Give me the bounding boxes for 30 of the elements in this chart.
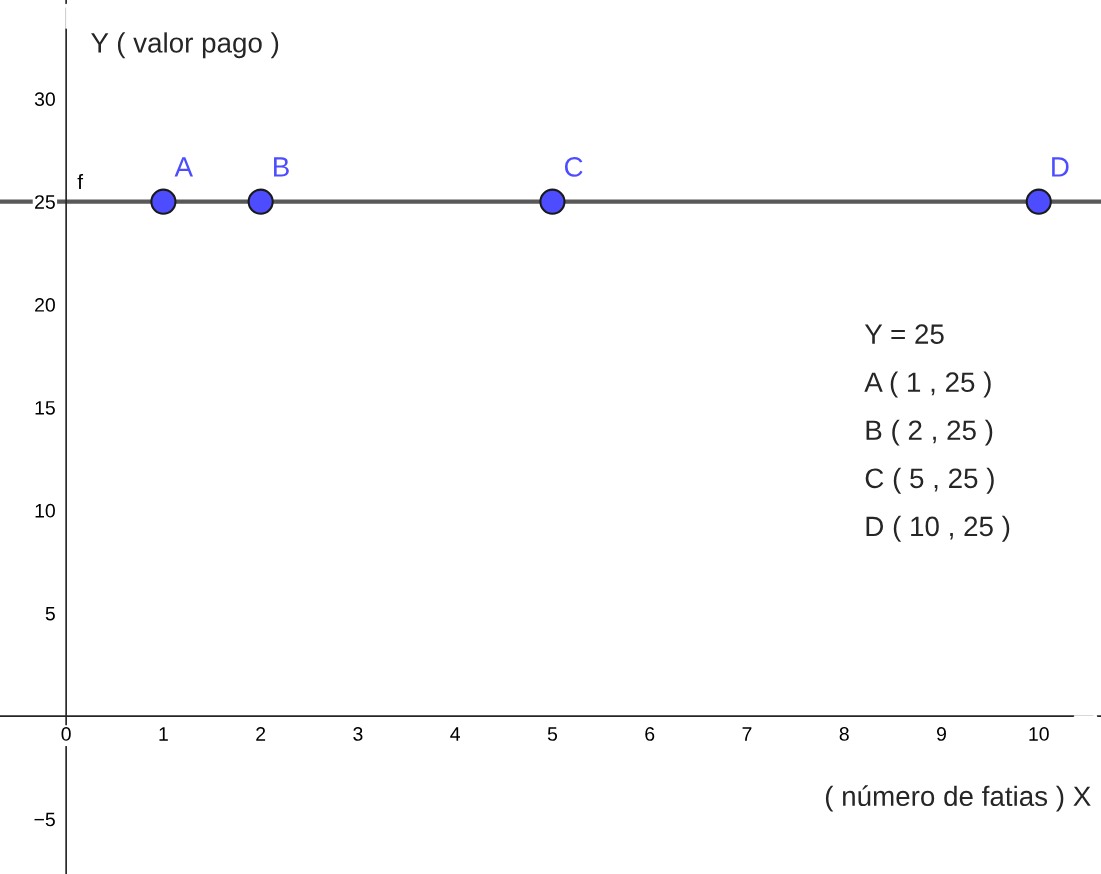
x-tick-label: 6	[645, 727, 655, 741]
annotation: D	[1052, 157, 1069, 177]
y-tick-label: 15	[35, 401, 55, 415]
x-tick-label: 7	[742, 727, 752, 741]
x-tick-label: 3	[353, 727, 363, 741]
annotation: C	[564, 157, 583, 177]
x-tick-label: 8	[839, 727, 849, 741]
y-tick-label: 20	[35, 298, 55, 312]
annotation: A ( 1 , 25 )	[864, 371, 991, 398]
y-tick-label: −5	[34, 812, 55, 827]
x-tick-label: 9	[937, 727, 946, 741]
x-tick-label: 1	[159, 727, 168, 741]
x-axis-title: ( número de fatias ) X	[825, 785, 1091, 812]
y-tick-label: 10	[35, 503, 55, 518]
y-tick-label: 5	[45, 606, 55, 621]
ref-line-label: f	[77, 173, 84, 190]
x-tick-label: 5	[547, 727, 558, 741]
annotation: B ( 2 , 25 )	[866, 419, 993, 446]
y-tick-label: 25	[35, 195, 55, 209]
x-tick-label: 10	[1029, 727, 1049, 741]
y-tick-label: 30	[34, 92, 55, 107]
annotation: B	[274, 157, 289, 177]
annotation: Y = 25	[864, 324, 944, 344]
x-tick-label: 0	[61, 727, 71, 741]
annotation: D ( 10 , 25 )	[866, 515, 1010, 542]
annotation: A	[174, 157, 193, 177]
x-tick-label: 4	[450, 727, 461, 741]
x-tick-label: 2	[256, 727, 266, 741]
y-axis-title: Y ( valor pago )	[91, 32, 279, 59]
annotation: C ( 5 , 25 )	[865, 467, 994, 494]
